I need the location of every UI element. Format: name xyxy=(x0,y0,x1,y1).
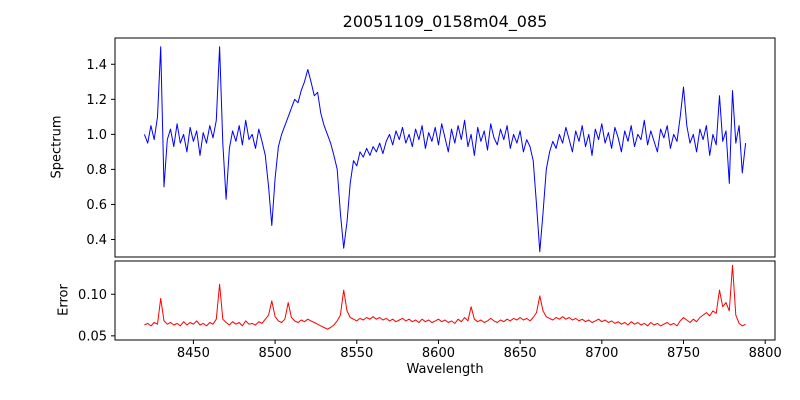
x-tick-label: 8650 xyxy=(504,346,537,361)
error-y-tick-label: 0.05 xyxy=(78,329,107,344)
x-tick-label: 8700 xyxy=(585,346,618,361)
spectrum-y-tick-label: 1.0 xyxy=(86,128,107,143)
spectrum-axes-border xyxy=(114,37,776,258)
spectrum-y-tick-label: 0.6 xyxy=(86,198,107,213)
error-line xyxy=(144,264,746,330)
x-tick-label: 8800 xyxy=(749,346,782,361)
spectrum-y-tick-label: 0.8 xyxy=(86,163,107,178)
spectrum-y-tick-label: 0.4 xyxy=(86,233,107,248)
spectrum-y-tick-label: 1.4 xyxy=(86,58,107,73)
spectrum-y-axis-label: Spectrum xyxy=(49,115,65,179)
x-tick-label: 8450 xyxy=(177,346,210,361)
error-axes-border xyxy=(114,260,776,341)
x-axis-label: Wavelength xyxy=(406,362,484,377)
spectrum-y-tick-label: 1.2 xyxy=(86,93,107,108)
x-tick-label: 8550 xyxy=(340,346,373,361)
chart-title: 20051109_0158m04_085 xyxy=(342,12,548,31)
x-tick-label: 8750 xyxy=(667,346,700,361)
x-tick-label: 8500 xyxy=(259,346,292,361)
spectrum-line xyxy=(143,46,747,253)
error-y-tick-label: 0.10 xyxy=(78,288,107,303)
x-tick-label: 8600 xyxy=(422,346,455,361)
error-y-axis-label: Error xyxy=(56,284,72,316)
